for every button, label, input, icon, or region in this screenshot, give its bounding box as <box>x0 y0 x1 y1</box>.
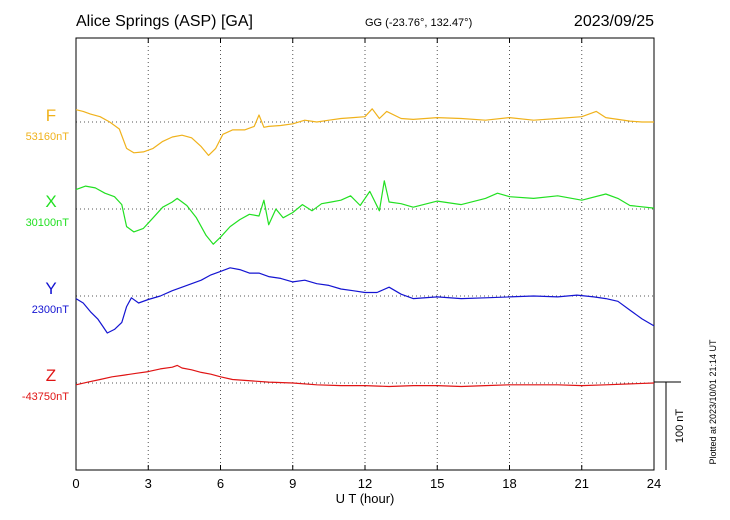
x-tick-label: 24 <box>647 476 661 491</box>
x-tick-label: 12 <box>358 476 372 491</box>
trace-x <box>75 180 655 245</box>
scale-bar: 100 nT <box>654 381 686 470</box>
series-labels: F 53160nT X 30100nT Y 2300nT Z -43750nT <box>22 106 69 403</box>
series-label-z: Z <box>46 366 56 385</box>
scale-bar-label: 100 nT <box>674 409 686 444</box>
x-tick-label: 0 <box>72 476 79 491</box>
series-label-y: Y <box>45 279 56 298</box>
baseline-label-x: 30100nT <box>26 217 70 229</box>
baseline-label-y: 2300nT <box>32 304 70 316</box>
x-tick-label: 21 <box>575 476 589 491</box>
station-title: Alice Springs (ASP) [GA] <box>76 13 253 30</box>
x-tick-label: 18 <box>502 476 516 491</box>
x-tick-label: 3 <box>145 476 152 491</box>
x-axis: 0 3 6 9 12 15 18 21 24 <box>72 38 661 491</box>
date-label: 2023/09/25 <box>574 13 654 30</box>
series-label-x: X <box>45 192 56 211</box>
trace-z <box>75 364 655 388</box>
coordinates-label: GG (-23.76°, 132.47°) <box>365 17 472 29</box>
traces <box>75 108 655 388</box>
x-tick-label: 9 <box>289 476 296 491</box>
trace-f <box>75 108 654 156</box>
x-tick-label: 15 <box>430 476 444 491</box>
grid-lines <box>76 38 654 470</box>
x-tick-label: 6 <box>217 476 224 491</box>
series-label-f: F <box>46 106 56 125</box>
x-axis-label: U T (hour) <box>336 491 395 506</box>
plotted-timestamp: Plotted at 2023/10/01 21:14 UT <box>708 339 718 465</box>
baseline-label-z: -43750nT <box>22 391 69 403</box>
baseline-label-f: 53160nT <box>26 131 70 143</box>
trace-y <box>75 267 655 334</box>
